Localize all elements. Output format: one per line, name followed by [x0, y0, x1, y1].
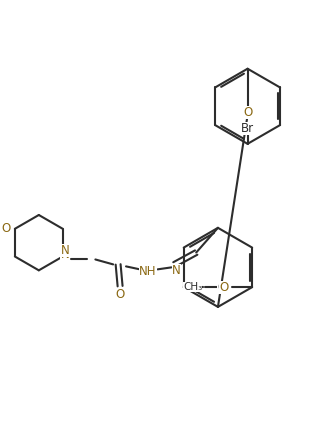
Text: O: O: [1, 222, 11, 235]
Text: O: O: [116, 288, 125, 300]
Text: CH₃: CH₃: [183, 282, 203, 292]
Text: O: O: [243, 106, 252, 119]
Text: N: N: [172, 264, 181, 277]
Text: Br: Br: [241, 122, 254, 134]
Text: N: N: [60, 244, 69, 257]
Text: O: O: [219, 281, 228, 294]
Text: NH: NH: [139, 265, 157, 278]
Text: N: N: [60, 248, 69, 261]
Text: Cl: Cl: [217, 281, 229, 294]
